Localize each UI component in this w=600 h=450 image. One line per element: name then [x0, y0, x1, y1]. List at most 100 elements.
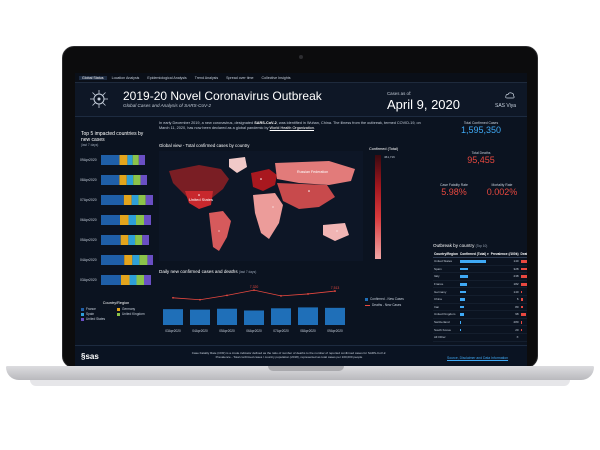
- asia-region[interactable]: [277, 183, 335, 209]
- top5-bar-segment[interactable]: [101, 255, 125, 265]
- table-row[interactable]: South Korea 20: [433, 325, 527, 334]
- table-row[interactable]: All Other X: [433, 333, 527, 342]
- south-america-region[interactable]: [209, 211, 231, 251]
- africa-region[interactable]: [253, 193, 283, 239]
- cell-deaths: [519, 280, 527, 289]
- top5-bar-segment[interactable]: [123, 195, 132, 205]
- who-link[interactable]: World Health Organization: [269, 126, 315, 130]
- tab-collective-insights[interactable]: Collective Insights: [261, 75, 291, 80]
- table-row[interactable]: Italy 238: [433, 272, 527, 281]
- top5-bar-segment[interactable]: [144, 275, 151, 285]
- top5-bar-segment[interactable]: [131, 195, 139, 205]
- col-deaths[interactable]: Deaths (T: [519, 251, 527, 258]
- top5-bar-segment[interactable]: [129, 275, 137, 285]
- top5-bar-segment[interactable]: [136, 275, 145, 285]
- daily-cases-bar[interactable]: [325, 307, 345, 325]
- table-row[interactable]: Switzerland 280: [433, 318, 527, 327]
- top5-bar-segment[interactable]: [136, 215, 144, 225]
- top5-bar-segment[interactable]: [133, 175, 141, 185]
- page-subtitle: Global Cases and Analysis of SARS-CoV-2: [123, 103, 212, 108]
- top5-bar-segment[interactable]: [147, 255, 153, 265]
- daily-deaths-point[interactable]: [307, 293, 309, 295]
- daily-cases-bar[interactable]: [271, 308, 291, 325]
- deaths-bar: [520, 283, 527, 286]
- top5-bar-segment[interactable]: [145, 195, 153, 205]
- daily-deaths-line[interactable]: [172, 289, 336, 301]
- daily-deaths-point[interactable]: [226, 294, 228, 297]
- col-confirmed[interactable]: Confirmed (Total) ▾: [458, 251, 490, 258]
- australia-region[interactable]: [323, 223, 349, 241]
- daily-cases-bar[interactable]: [298, 307, 318, 325]
- top5-bar-segment[interactable]: [119, 175, 127, 185]
- daily-cases-bar[interactable]: [190, 309, 210, 325]
- table-row[interactable]: France 182: [433, 280, 527, 289]
- table-row[interactable]: Germany 140: [433, 287, 527, 296]
- daily-cases-chart[interactable]: 03Apr2020 04Apr2020 05Apr2020 06Apr2020 07Ap…: [159, 275, 359, 335]
- daily-cases-bar[interactable]: [163, 309, 183, 325]
- world-map[interactable]: United States Russian Federation: [159, 151, 363, 261]
- daily-deaths-point[interactable]: [280, 294, 282, 297]
- top5-bar-segment[interactable]: [135, 235, 143, 245]
- daily-deaths-label: 7,513: [331, 286, 340, 290]
- daily-deaths-point[interactable]: [199, 298, 201, 301]
- top5-date-label: 09Apr2020: [80, 158, 97, 162]
- daily-cases-bar[interactable]: [244, 310, 264, 325]
- tab-global-status[interactable]: Global Status: [79, 75, 107, 80]
- daily-cases-bar[interactable]: [217, 308, 237, 325]
- top5-bar-segment[interactable]: [101, 235, 121, 245]
- top5-bar-segment[interactable]: [138, 155, 145, 165]
- tab-spread-over-time[interactable]: Spread over time: [226, 75, 254, 80]
- footnote-prevalence: Prevalence - Total confirmed cases / cou…: [215, 355, 363, 359]
- top5-bar-segment[interactable]: [127, 155, 133, 165]
- col-country[interactable]: Country/Region: [433, 251, 459, 258]
- tab-location-analysis[interactable]: Location Analysis: [111, 75, 140, 80]
- tab-trend-analysis[interactable]: Trend Analysis: [194, 75, 219, 80]
- top5-bar-segment[interactable]: [101, 195, 124, 205]
- table-row[interactable]: Spain 328: [433, 265, 527, 274]
- top5-bar-segment[interactable]: [121, 275, 130, 285]
- russia-region[interactable]: [275, 161, 355, 185]
- laptop-shadow: [30, 380, 570, 386]
- top5-bar-segment[interactable]: [101, 175, 120, 185]
- top5-bar-segment[interactable]: [101, 155, 120, 165]
- country-legend: Country/Region France Germany Spain United …: [81, 301, 151, 321]
- top5-bar-chart[interactable]: 09Apr2020 08Apr2020 07Apr2020 06Apr2020 05Ap…: [79, 149, 153, 295]
- table-row[interactable]: China 6: [433, 295, 527, 304]
- tab-epidemiological-analysis[interactable]: Epidemiological Analysis: [147, 75, 187, 80]
- confirmed-bar: [459, 267, 469, 271]
- sas-logo: §sas: [81, 352, 99, 361]
- top5-bar-segment[interactable]: [124, 255, 133, 265]
- cell-country: Spain: [433, 265, 459, 274]
- top5-bar-segment[interactable]: [128, 235, 136, 245]
- top5-bar-segment[interactable]: [132, 155, 139, 165]
- col-prevalence[interactable]: Prevalence (/100k): [489, 251, 520, 258]
- top5-bar-segment[interactable]: [101, 275, 121, 285]
- top5-bar-segment[interactable]: [140, 175, 147, 185]
- greenland-region[interactable]: [229, 157, 247, 173]
- footnote-cfr: Case Fatality Rate (CFR) is a crude indi…: [191, 351, 387, 355]
- table-header-row: Country/Region Confirmed (Total) ▾ Preva…: [433, 251, 527, 258]
- cell-country: Switzerland: [433, 318, 459, 327]
- top5-bar-segment[interactable]: [120, 215, 129, 225]
- europe-region[interactable]: [251, 169, 277, 191]
- top5-bar-segment[interactable]: [126, 175, 134, 185]
- top5-bar-segment[interactable]: [119, 155, 128, 165]
- top5-bar-segment[interactable]: [120, 235, 129, 245]
- top5-bar-segment[interactable]: [138, 195, 146, 205]
- united-states-region[interactable]: [185, 191, 213, 209]
- top5-bar-segment[interactable]: [139, 255, 148, 265]
- daily-deaths-point[interactable]: [172, 296, 174, 299]
- top5-bar-segment[interactable]: [142, 235, 149, 245]
- table-row[interactable]: United Kingdom 98: [433, 310, 527, 319]
- top5-bar-segment[interactable]: [132, 255, 140, 265]
- table-row[interactable]: United States 140: [433, 257, 527, 266]
- table-row[interactable]: Iran 80: [433, 303, 527, 312]
- top5-bar-segment[interactable]: [144, 215, 151, 225]
- source-link[interactable]: Source, Disclaimer and Data Information: [447, 356, 509, 360]
- daily-deaths-point[interactable]: [334, 290, 336, 292]
- top5-bar-segment[interactable]: [128, 215, 137, 225]
- top5-bar-segment[interactable]: [101, 215, 120, 225]
- deaths-bar: [520, 305, 523, 309]
- north-america-region[interactable]: [169, 165, 229, 207]
- daily-deaths-point[interactable]: [253, 289, 255, 292]
